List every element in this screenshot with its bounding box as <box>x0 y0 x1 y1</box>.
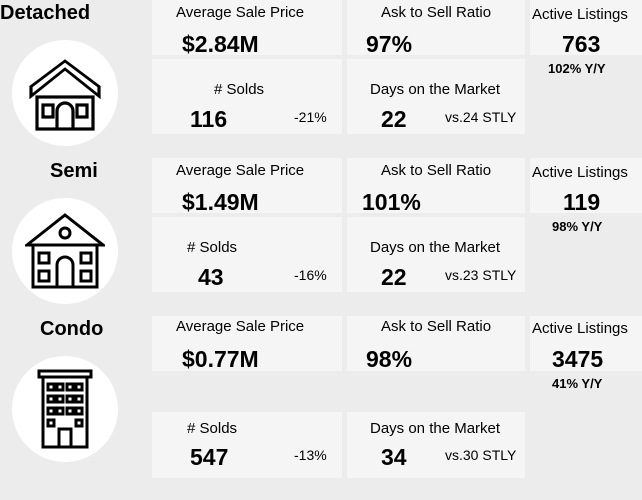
active-listings-label: Active Listings <box>532 164 628 181</box>
dom-value: 22 <box>381 106 407 132</box>
active-listings-value: 763 <box>562 31 601 57</box>
avg-price-label: Average Sale Price <box>176 4 305 21</box>
dom-stly: vs.30 STLY <box>445 447 517 463</box>
panel-ask-sell <box>347 158 525 213</box>
panel-active <box>530 316 642 371</box>
ask-sell-value: 101% <box>362 189 421 215</box>
dom-value: 22 <box>381 264 407 290</box>
active-listings-label: Active Listings <box>532 6 628 23</box>
dom-label: Days on the Market <box>370 420 501 437</box>
property-type-title: Detached <box>0 2 91 24</box>
solds-change: -13% <box>294 447 327 463</box>
panel-avg-price <box>152 0 342 55</box>
avg-price-label: Average Sale Price <box>176 162 305 179</box>
avg-price-value: $2.84M <box>182 31 259 57</box>
active-listings-value: 3475 <box>552 346 604 372</box>
section-semi: Semi Average Sale Price $1.49M Ask to Se… <box>0 158 642 316</box>
solds-label: # Solds <box>187 420 238 437</box>
solds-label: # Solds <box>187 239 238 256</box>
active-listings-label: Active Listings <box>532 320 628 337</box>
dom-stly: vs.24 STLY <box>445 109 517 125</box>
panel-active <box>530 158 642 213</box>
panel-dom <box>347 217 525 292</box>
panel-dom <box>347 59 525 134</box>
dom-value: 34 <box>381 444 407 470</box>
ask-sell-label: Ask to Sell Ratio <box>381 4 492 21</box>
semi-house-icon <box>12 198 118 304</box>
active-listings-value: 119 <box>563 189 601 215</box>
solds-value: 547 <box>190 444 229 470</box>
panel-ask-sell <box>347 0 525 55</box>
panel-dom <box>347 412 525 478</box>
panel-solds <box>152 217 342 292</box>
avg-price-label: Average Sale Price <box>176 318 305 335</box>
panel-active <box>530 0 642 55</box>
ask-sell-value: 97% <box>366 31 413 57</box>
avg-price-value: $1.49M <box>182 189 259 215</box>
solds-change: -16% <box>294 267 327 283</box>
avg-price-value: $0.77M <box>182 346 259 372</box>
panel-solds <box>152 412 342 478</box>
panel-solds <box>152 59 342 134</box>
property-type-title: Semi <box>50 160 98 182</box>
section-detached: Detached Average Sale Price $2.84M Ask t… <box>0 0 642 158</box>
dom-label: Days on the Market <box>370 81 501 98</box>
active-yoy: 102% Y/Y <box>548 61 606 76</box>
solds-change: -21% <box>294 109 327 125</box>
active-yoy: 41% Y/Y <box>552 376 603 391</box>
solds-label: # Solds <box>214 81 265 98</box>
dom-label: Days on the Market <box>370 239 501 256</box>
ask-sell-label: Ask to Sell Ratio <box>381 318 492 335</box>
panel-avg-price <box>152 158 342 213</box>
dom-stly: vs.23 STLY <box>445 267 517 283</box>
condo-building-icon <box>12 356 118 462</box>
section-condo: Condo Average Sale Price $0.77M Ask to S… <box>0 316 642 478</box>
detached-house-icon <box>12 40 118 146</box>
solds-value: 116 <box>190 106 228 132</box>
panel-avg-price <box>152 316 342 371</box>
active-yoy: 98% Y/Y <box>552 219 603 234</box>
property-type-title: Condo <box>40 318 104 340</box>
solds-value: 43 <box>198 264 224 290</box>
ask-sell-label: Ask to Sell Ratio <box>381 162 492 179</box>
ask-sell-value: 98% <box>366 346 413 372</box>
panel-ask-sell <box>347 316 525 371</box>
